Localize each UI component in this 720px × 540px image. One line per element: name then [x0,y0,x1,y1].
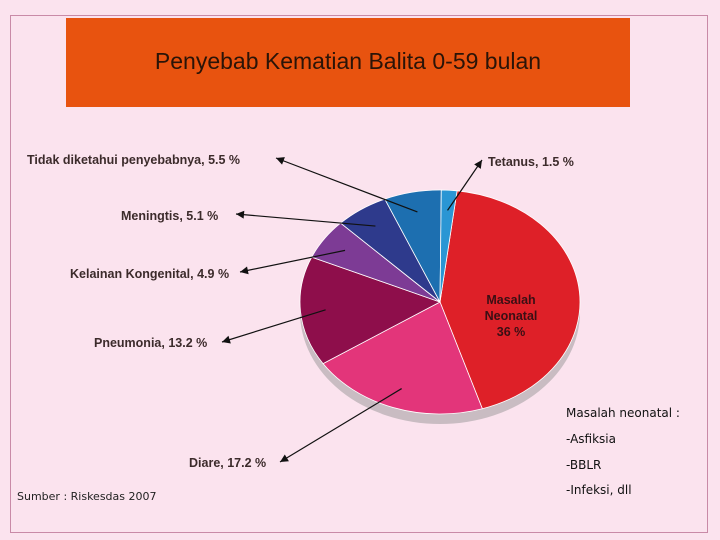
leader-line-5 [275,157,418,213]
leader-arrow-6 [474,160,482,169]
leader-line-3 [239,249,346,273]
neonatal-note-item-3: -Infeksi, dll [566,483,632,497]
slice-label-5: Tidak diketahui penyebabnya, 5.5 % [27,153,240,167]
leader-line-1 [279,388,402,463]
leader-line-2 [221,309,326,343]
pie-slice-2 [299,256,441,365]
slide-frame [10,15,708,533]
leader-arrow-4 [236,210,245,219]
slice-label-3: Kelainan Kongenital, 4.9 % [70,267,229,281]
neonatal-note-item-1: -Asfiksia [566,432,616,446]
leader-lines [221,157,483,463]
slice-label-0-line-1: Neonatal [485,309,538,323]
pie-slice-0 [439,190,581,410]
leader-arrow-2 [222,335,231,344]
neonatal-note-heading: Masalah neonatal : [566,406,680,420]
chart-title: Penyebab Kematian Balita 0-59 bulan [154,48,542,74]
slice-label-1: Diare, 17.2 % [189,456,266,470]
title-banner: Penyebab Kematian Balita 0-59 bulan [66,18,630,107]
leader-line-6 [447,159,483,211]
slice-label-0-line-0: Masalah [486,293,535,307]
leader-arrow-3 [240,266,249,275]
neonatal-note-item-2: -BBLR [566,458,602,472]
leader-arrow-1 [280,454,289,462]
slice-label-2: Pneumonia, 13.2 % [94,336,207,350]
slice-label-6: Tetanus, 1.5 % [488,155,574,169]
leader-arrow-5 [276,157,285,165]
slice-labels: Diare, 17.2 % Pneumonia, 13.2 % Kelainan K… [27,153,574,470]
source-note: Sumber : Riskesdas 2007 [17,490,157,503]
pie-slice-6 [439,189,458,303]
pie-slice-1 [322,301,483,415]
leader-line-4 [235,213,376,227]
slice-label-0-line-2: 36 % [497,325,526,339]
slice-label-4: Meningtis, 5.1 % [121,209,218,223]
pie-top-layer [299,189,581,415]
